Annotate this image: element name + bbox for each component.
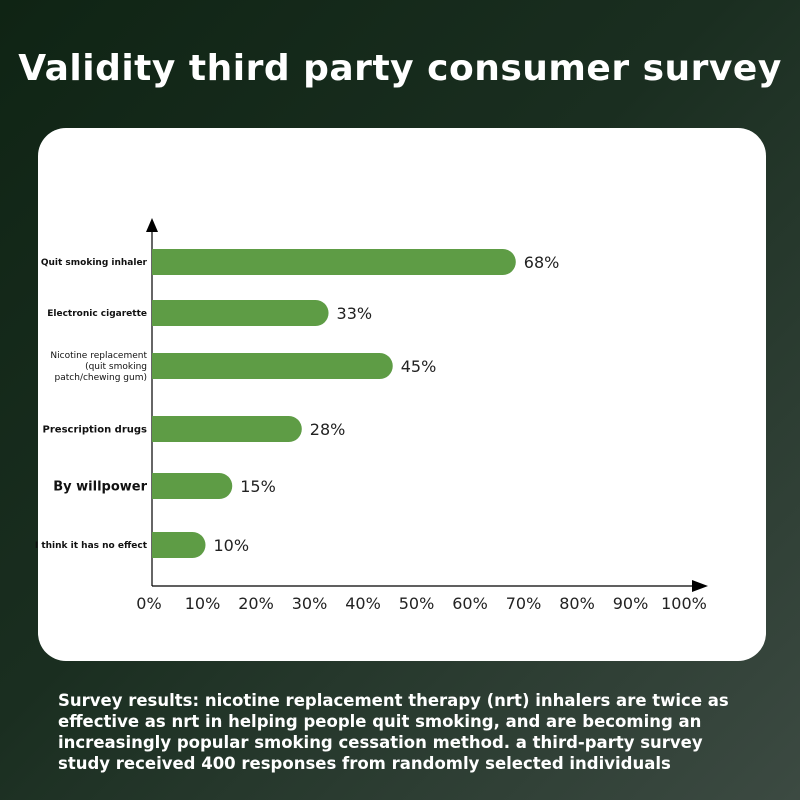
chart-card: [38, 128, 766, 661]
bar-2: [152, 353, 393, 379]
value-label-2: 45%: [401, 357, 437, 376]
category-label-2-line-1: (quit smoking: [85, 362, 147, 372]
category-label-1: Electronic cigarette: [47, 309, 147, 319]
page-title: Validity third party consumer survey: [18, 48, 782, 89]
value-label-0: 68%: [524, 253, 560, 272]
x-tick-label-3: 30%: [292, 594, 328, 613]
bar-3: [152, 416, 302, 442]
value-label-3: 28%: [310, 420, 346, 439]
x-tick-label-1: 10%: [185, 594, 221, 613]
y-axis-arrow-icon: [146, 218, 158, 232]
x-tick-label-9: 90%: [613, 594, 649, 613]
category-label-3: Prescription drugs: [43, 425, 147, 436]
bar-5: [152, 532, 206, 558]
x-axis-arrow-icon: [692, 580, 708, 592]
category-labels: Quit smoking inhaler Electronic cigarette…: [35, 258, 148, 551]
value-label-5: 10%: [214, 536, 250, 555]
x-tick-label-10: 100%: [661, 594, 707, 613]
category-label-5: I think it has no effect: [35, 541, 148, 551]
x-tick-label-5: 50%: [399, 594, 435, 613]
value-label-1: 33%: [337, 304, 373, 323]
survey-caption: Survey results: nicotine replacement the…: [58, 691, 729, 773]
x-tick-labels: 0% 10% 20% 30% 40% 50% 60% 70% 80% 90% 100%: [136, 594, 707, 613]
category-label-4: By willpower: [53, 480, 147, 495]
x-tick-label-0: 0%: [136, 594, 161, 613]
value-labels: 68% 33% 45% 28% 15% 10%: [214, 253, 560, 555]
category-label-2-line-2: patch/chewing gum): [55, 373, 147, 383]
x-tick-label-7: 70%: [506, 594, 542, 613]
bar-0: [152, 249, 516, 275]
bar-4: [152, 473, 233, 499]
chart-axes: [146, 218, 708, 592]
bar-group: [152, 249, 516, 558]
category-label-2-line-0: Nicotine replacement: [50, 351, 147, 361]
category-label-0: Quit smoking inhaler: [41, 258, 148, 268]
x-tick-label-4: 40%: [345, 594, 381, 613]
value-label-4: 15%: [240, 477, 276, 496]
bar-1: [152, 300, 329, 326]
x-tick-label-8: 80%: [559, 594, 595, 613]
x-tick-label-2: 20%: [238, 594, 274, 613]
x-tick-label-6: 60%: [452, 594, 488, 613]
